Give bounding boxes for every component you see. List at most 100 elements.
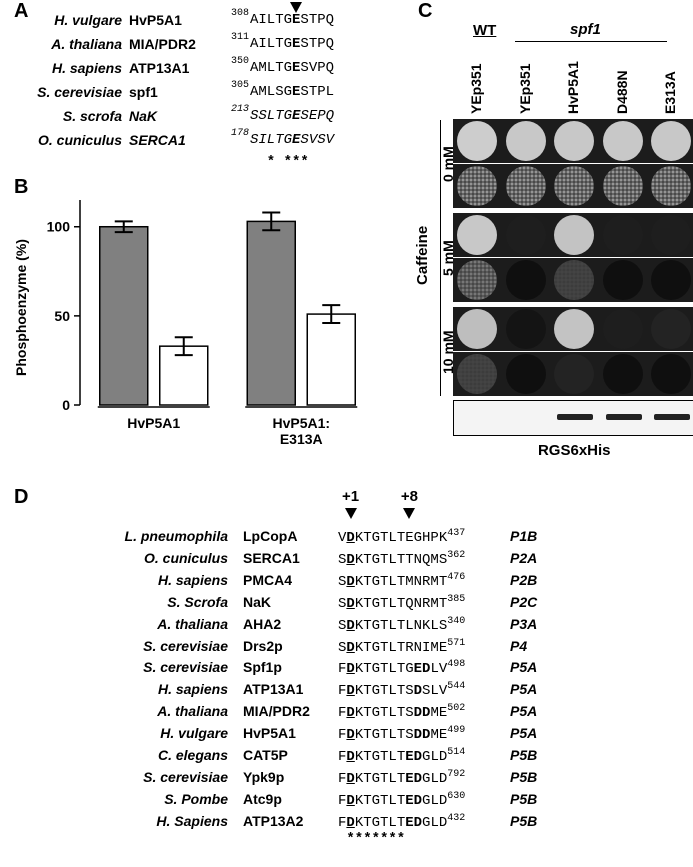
colony-spot [505,354,546,394]
colony-spot [554,215,594,255]
residue-number: 385 [447,593,466,605]
sequence-segment: ME [430,727,448,744]
sequence: AILTGESTPQ [250,12,334,28]
sequence-segment: D [346,595,355,612]
column-label: D488N [613,70,630,114]
sequence-segment: LV [430,661,448,678]
conservation: * *** [250,154,309,170]
sequence-segment: D [346,683,355,700]
species: A. thaliana [157,703,228,720]
colony-spot [651,215,691,255]
chart: 0 50 100 Phosphoenzyme (%) [13,200,358,413]
sequence-segment: F [338,727,347,744]
column-label: HvP5A1 [565,61,582,114]
residue-number: 178 [230,128,249,139]
colony-spot [651,121,691,161]
sequence-segment: ME [430,705,448,722]
residue-number: 544 [447,681,466,693]
species: H. vulgare [160,725,228,742]
residue-number: 305 [230,80,249,91]
sequence-segment: S [338,617,347,634]
sequence-segment: V [338,530,347,546]
sequence-segment: E [292,84,301,100]
protein: Drs2p [243,637,283,654]
sequence-segment: GLD [422,770,448,787]
colony-spot [554,309,594,349]
sequence-segment: D [346,530,355,546]
residue-number: 498 [447,659,466,671]
sequence-segment: S [338,573,347,590]
family: P5B [510,747,538,763]
colony-spot [651,166,691,206]
protein: Atc9p [243,790,282,807]
colony-spot [554,121,594,161]
plate-row [453,119,693,163]
sequence-segment: SSLTG [250,108,293,124]
colony-spot [457,260,497,300]
x-tick-label: HvP5A1 [127,415,181,431]
treatment-label: Caffeine [414,225,431,285]
protein: spf1 [129,84,158,100]
residue-number: 499 [447,725,466,737]
protein: AHA2 [243,615,282,632]
family: P5B [510,768,538,785]
sequence-segment: GLD [422,792,448,809]
residue-number: 311 [230,32,249,43]
residue-number: 308 [230,8,249,19]
sequence-segment: ED [405,749,423,765]
family: P5A [510,681,538,698]
species: S. cerevisiae [143,768,228,785]
sequence: FDKTGTLTSDSLV544 [338,681,465,699]
sequence-segment: AMLTG [250,60,293,76]
bar [306,313,356,406]
sequence: SDKTGTLTMNRMT476 [338,572,465,590]
protein: LpCopA [243,528,298,544]
residue-number: 792 [447,768,466,780]
residue-number: 514 [447,747,466,758]
colony-spot [505,215,546,255]
colony-spot [651,260,691,300]
protein: ATP13A1 [129,60,190,76]
species: S. Pombe [164,790,228,807]
family: P2A [510,549,538,566]
plate-row [453,213,693,257]
species: H. vulgare [54,12,122,28]
sequence: FDKTGTLTGEDLV498 [338,659,465,677]
sequence-segment: STPQ [300,36,335,52]
colony-spot [602,309,643,349]
plate-row [453,258,693,302]
family: P2B [510,571,538,588]
mutant-label: spf1 [570,21,601,38]
protein: PMCA4 [243,571,293,588]
colony-spot [457,309,497,349]
sequence-segment: KTGTLT [354,749,406,765]
sequence: SSLTGESEPQ [250,108,334,124]
sequence-segment: SEPQ [300,108,335,124]
sequence-segment: ED [413,661,431,678]
sequence: FDKTGTLTEDGLD792 [338,769,465,787]
panel-label: B [14,176,29,198]
mutant-line [515,41,667,42]
species: C. elegans [157,747,228,763]
family: P5B [510,790,538,807]
sequence-segment: KTGTLTEGHPK [354,530,448,546]
y-tick-label: 50 [54,308,70,324]
sequence-segment: DD [413,705,431,722]
arrowhead [403,508,416,519]
western-blot [453,400,693,436]
sequence: FDKTGTLTEDGLD432 [338,813,465,831]
residue-number: 476 [447,571,466,583]
species: L. pneumophila [124,528,228,544]
arrowhead [344,508,357,519]
colony-spot [602,121,643,161]
sequence-segment: STPL [300,84,335,100]
residue-number: 350 [230,56,249,67]
protein: ATP13A1 [243,681,304,698]
colony-spot [505,121,546,161]
x-tick-label: HvP5A1: E313A [272,415,331,447]
species: S. cerevisiae [143,637,228,654]
sequence-segment: F [338,792,347,809]
colony-spot [457,166,497,206]
treatment-line [440,120,441,396]
